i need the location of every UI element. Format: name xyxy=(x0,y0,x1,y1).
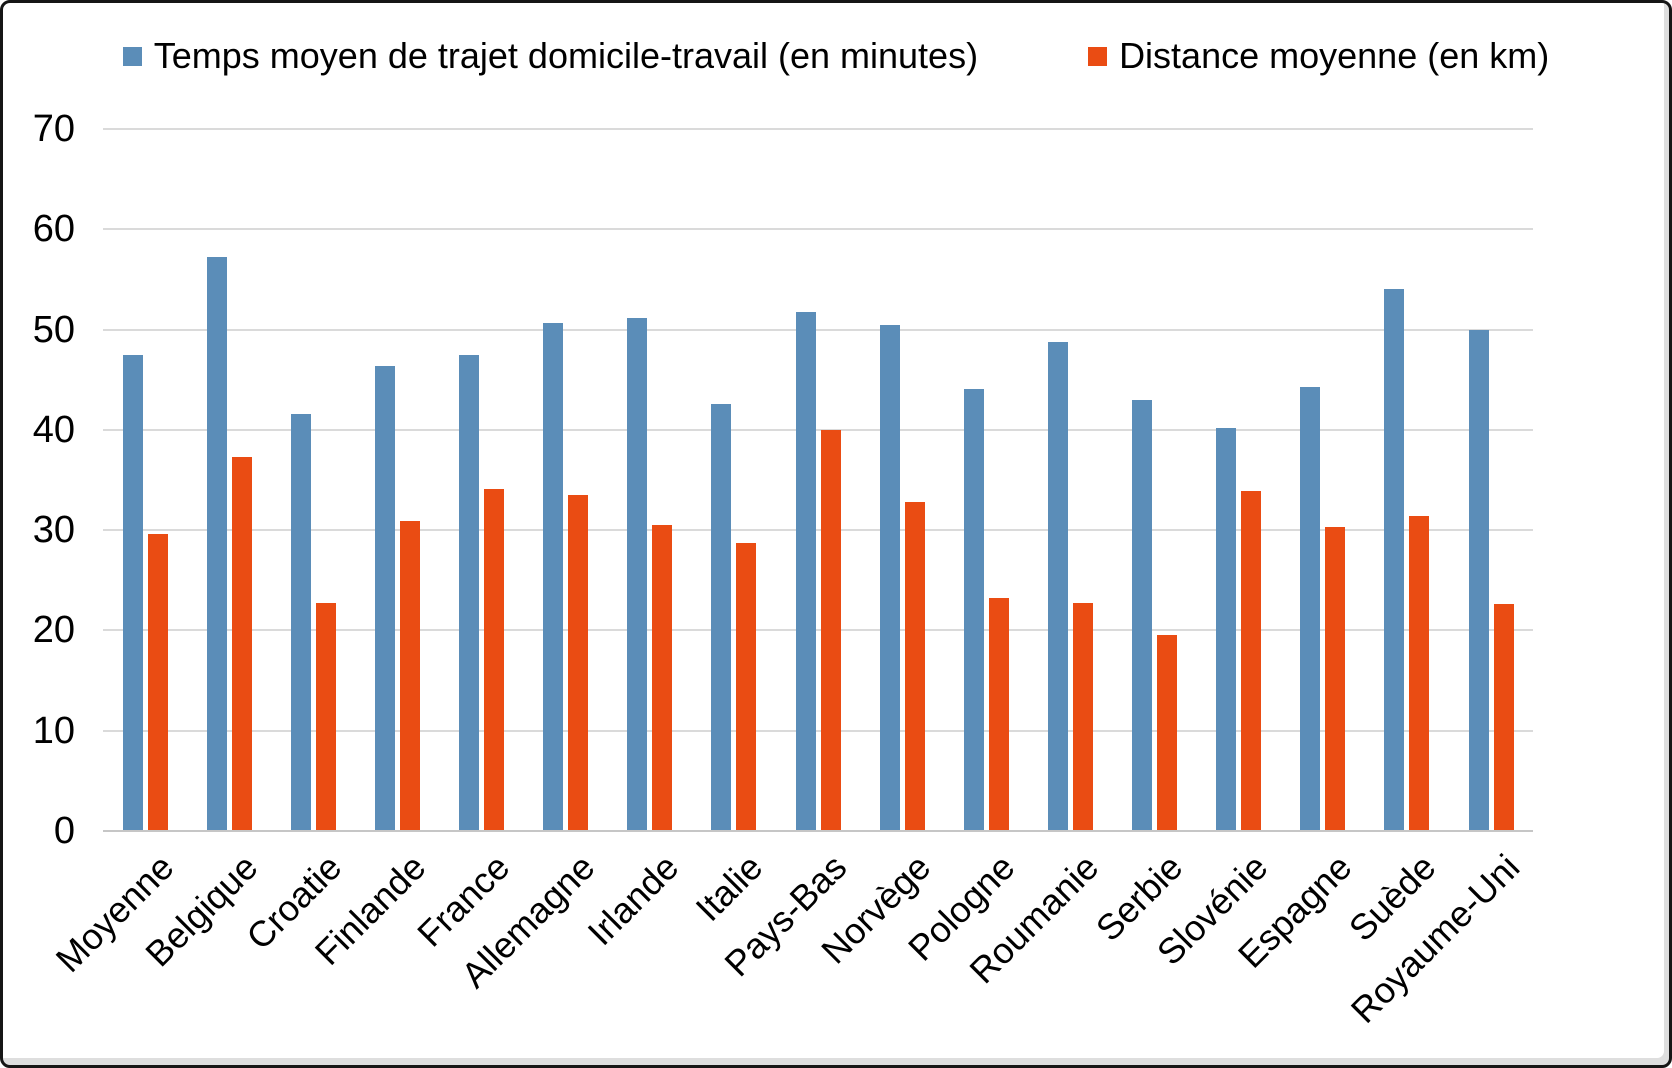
bar-group xyxy=(944,129,1028,831)
gridline xyxy=(103,729,1533,732)
y-tick-label: 20 xyxy=(32,609,75,652)
bar-group xyxy=(608,129,692,831)
y-tick-label: 70 xyxy=(32,108,75,150)
legend-item-minutes: Temps moyen de trajet domicile-travail (… xyxy=(122,35,979,77)
bar-group xyxy=(187,129,271,831)
gridline xyxy=(103,128,1533,130)
bar-minutes xyxy=(627,317,648,831)
bar-km xyxy=(1493,604,1514,831)
plot-area xyxy=(103,128,1533,832)
bar-minutes xyxy=(1216,427,1237,831)
bar-km xyxy=(652,525,673,831)
legend-swatch-minutes-icon xyxy=(122,46,142,66)
bar-group xyxy=(1281,129,1365,831)
bar-km xyxy=(1241,491,1262,831)
bar-minutes xyxy=(1468,329,1489,831)
y-tick-label: 40 xyxy=(32,408,75,451)
y-tick-label: 60 xyxy=(32,208,75,251)
bar-minutes xyxy=(459,354,480,831)
bar-km xyxy=(1072,603,1093,831)
bar-km xyxy=(315,603,336,831)
bar-minutes xyxy=(1300,386,1321,831)
bar-minutes xyxy=(711,403,732,831)
bar-km xyxy=(399,521,420,831)
bar-group xyxy=(1197,129,1281,831)
x-tick-label: Irlande xyxy=(579,846,687,954)
bar-group xyxy=(1113,129,1197,831)
bar-minutes xyxy=(543,322,564,831)
x-axis-line xyxy=(103,830,1533,832)
bar-group xyxy=(524,129,608,831)
bar-group xyxy=(103,129,187,831)
bar-km xyxy=(988,598,1009,831)
bar-group xyxy=(776,129,860,831)
y-tick-label: 30 xyxy=(32,509,75,552)
bar-minutes xyxy=(1384,289,1405,831)
legend-label-km: Distance moyenne (en km) xyxy=(1119,35,1550,76)
bar-km xyxy=(1325,527,1346,831)
gridline xyxy=(103,529,1533,532)
bar-minutes xyxy=(206,257,227,831)
legend-swatch-km-icon xyxy=(1088,46,1108,66)
bar-group xyxy=(1449,129,1533,831)
bar-km xyxy=(1409,516,1430,831)
bar-km xyxy=(736,543,757,831)
gridline xyxy=(103,629,1533,632)
y-tick-label: 0 xyxy=(53,810,75,852)
x-axis: Moyenne Belgique Croatie Finlande France Alle… xyxy=(48,831,1533,1061)
gridline xyxy=(103,228,1533,231)
y-tick-label: 50 xyxy=(32,308,75,351)
gridline xyxy=(103,328,1533,331)
bar-km xyxy=(904,502,925,831)
bar-minutes xyxy=(1132,399,1153,831)
legend-label-minutes: Temps moyen de trajet domicile-travail (… xyxy=(153,35,979,76)
bar-minutes xyxy=(374,365,395,831)
bar-km xyxy=(147,534,168,831)
bar-minutes xyxy=(963,388,984,831)
bar-minutes xyxy=(290,413,311,831)
bar-km xyxy=(820,429,841,831)
bar-minutes xyxy=(879,324,900,831)
y-tick-label: 10 xyxy=(32,709,75,752)
bar-group xyxy=(1028,129,1112,831)
bar-group xyxy=(271,129,355,831)
legend-item-km: Distance moyenne (en km) xyxy=(1088,35,1549,77)
gridline xyxy=(103,428,1533,431)
bar-km xyxy=(568,495,589,831)
bar-group xyxy=(1365,129,1449,831)
bar-km xyxy=(231,456,252,831)
bar-minutes xyxy=(1047,341,1068,831)
legend: Temps moyen de trajet domicile-travail (… xyxy=(3,33,1669,79)
bar-minutes xyxy=(795,311,816,831)
bar-km xyxy=(1157,635,1178,831)
bar-groups xyxy=(103,129,1533,831)
bar-group xyxy=(692,129,776,831)
bar-group xyxy=(355,129,439,831)
y-axis: 0 10 20 30 40 50 60 70 xyxy=(3,108,75,852)
bar-group xyxy=(860,129,944,831)
bar-km xyxy=(484,489,505,831)
bar-group xyxy=(440,129,524,831)
bar-minutes xyxy=(122,354,143,831)
